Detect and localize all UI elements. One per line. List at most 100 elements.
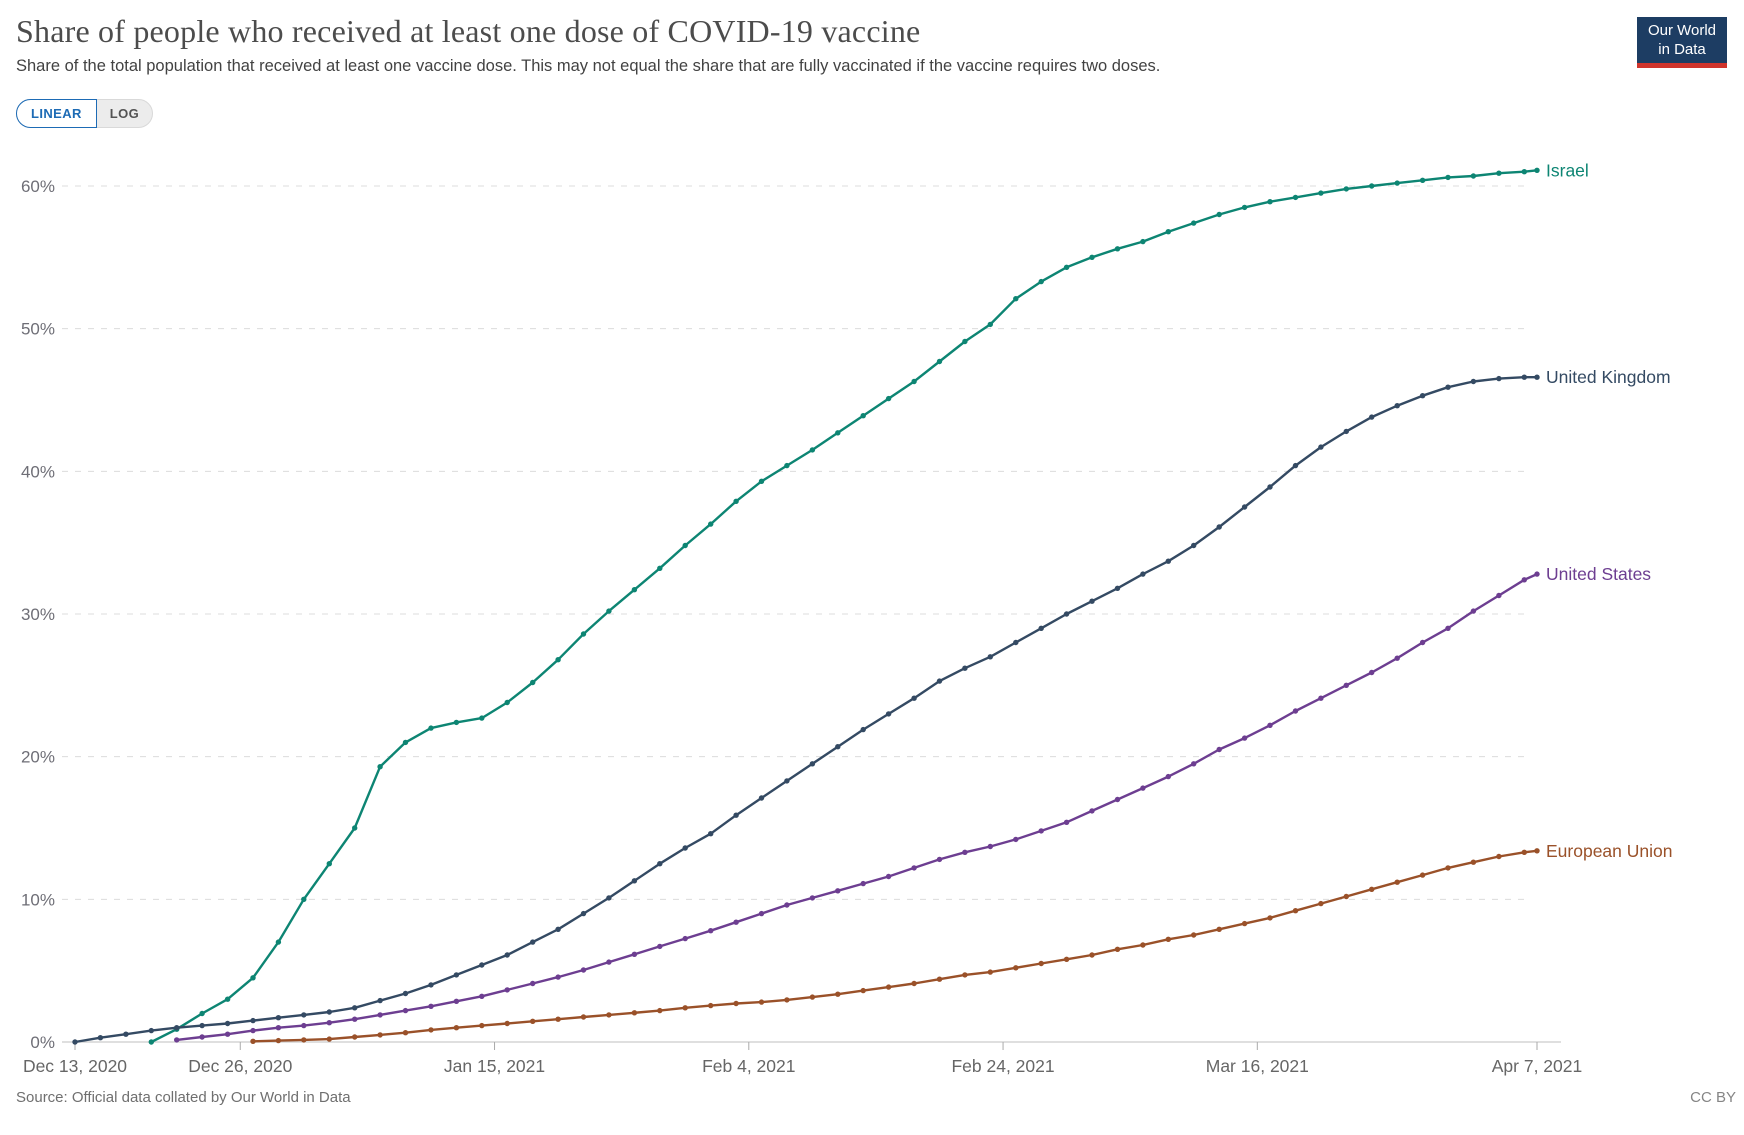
data-point-united-states[interactable] xyxy=(1038,828,1044,834)
data-point-european-union[interactable] xyxy=(987,969,993,975)
data-point-united-kingdom[interactable] xyxy=(1038,625,1044,631)
data-point-israel[interactable] xyxy=(326,861,332,867)
data-point-israel[interactable] xyxy=(1089,254,1095,260)
data-point-united-kingdom[interactable] xyxy=(1496,375,1502,382)
data-point-united-states[interactable] xyxy=(1140,785,1146,791)
data-point-united-states[interactable] xyxy=(326,1020,332,1026)
data-point-israel[interactable] xyxy=(1496,170,1502,176)
data-point-united-states[interactable] xyxy=(835,888,841,894)
data-point-european-union[interactable] xyxy=(1191,932,1197,938)
data-point-european-union[interactable] xyxy=(1063,956,1070,962)
series-label-israel[interactable]: Israel xyxy=(1546,160,1589,180)
data-point-united-states[interactable] xyxy=(1089,808,1095,814)
data-point-united-states[interactable] xyxy=(377,1012,383,1018)
data-point-united-states[interactable] xyxy=(1292,708,1299,714)
data-point-israel[interactable] xyxy=(199,1010,205,1017)
data-point-united-kingdom[interactable] xyxy=(199,1022,205,1029)
data-point-united-states[interactable] xyxy=(1216,746,1222,753)
data-point-european-union[interactable] xyxy=(936,976,943,982)
data-point-united-states[interactable] xyxy=(250,1027,256,1034)
data-point-israel[interactable] xyxy=(1369,183,1375,189)
data-point-united-kingdom[interactable] xyxy=(1369,414,1375,420)
data-point-united-states[interactable] xyxy=(1534,571,1540,577)
data-point-israel[interactable] xyxy=(1241,204,1248,211)
data-point-israel[interactable] xyxy=(1318,190,1324,196)
data-point-israel[interactable] xyxy=(1534,167,1540,173)
data-point-united-states[interactable] xyxy=(1241,735,1248,741)
data-point-european-union[interactable] xyxy=(1496,853,1502,860)
data-point-israel[interactable] xyxy=(936,358,943,365)
data-point-united-states[interactable] xyxy=(1165,773,1172,780)
data-point-european-union[interactable] xyxy=(402,1030,409,1036)
data-point-israel[interactable] xyxy=(1165,229,1172,235)
data-point-united-kingdom[interactable] xyxy=(860,726,866,733)
data-point-israel[interactable] xyxy=(453,719,460,726)
data-point-united-states[interactable] xyxy=(606,959,612,965)
data-point-united-states[interactable] xyxy=(758,910,765,917)
data-point-israel[interactable] xyxy=(301,896,307,902)
data-point-european-union[interactable] xyxy=(758,999,765,1005)
data-point-united-states[interactable] xyxy=(911,865,917,871)
data-point-israel[interactable] xyxy=(962,338,968,345)
data-point-european-union[interactable] xyxy=(962,972,968,978)
data-point-israel[interactable] xyxy=(275,939,282,945)
data-point-united-kingdom[interactable] xyxy=(1165,558,1172,564)
data-point-united-states[interactable] xyxy=(479,993,485,999)
data-point-united-kingdom[interactable] xyxy=(885,711,892,717)
data-point-united-kingdom[interactable] xyxy=(1089,598,1095,604)
data-point-united-kingdom[interactable] xyxy=(453,972,460,978)
data-point-european-union[interactable] xyxy=(809,994,816,1000)
data-point-israel[interactable] xyxy=(352,825,358,831)
data-point-united-states[interactable] xyxy=(1343,682,1350,688)
data-point-european-union[interactable] xyxy=(326,1036,332,1042)
data-point-israel[interactable] xyxy=(606,608,612,614)
data-point-united-kingdom[interactable] xyxy=(1394,403,1400,409)
data-point-united-states[interactable] xyxy=(580,967,587,973)
linear-scale-button[interactable]: LINEAR xyxy=(16,99,97,128)
data-point-united-kingdom[interactable] xyxy=(352,1005,358,1011)
data-point-israel[interactable] xyxy=(1292,194,1299,201)
data-point-united-kingdom[interactable] xyxy=(708,831,714,837)
data-point-european-union[interactable] xyxy=(784,997,790,1003)
owid-logo[interactable]: Our World in Data xyxy=(1637,17,1727,68)
data-point-european-union[interactable] xyxy=(428,1027,434,1033)
data-point-european-union[interactable] xyxy=(1089,952,1095,958)
data-point-israel[interactable] xyxy=(1013,296,1019,302)
data-point-united-states[interactable] xyxy=(1445,625,1451,631)
data-point-european-union[interactable] xyxy=(733,1000,739,1007)
data-point-israel[interactable] xyxy=(224,996,231,1002)
data-point-united-states[interactable] xyxy=(402,1007,409,1014)
data-point-united-kingdom[interactable] xyxy=(936,678,943,684)
data-point-united-states[interactable] xyxy=(1496,592,1502,599)
data-point-israel[interactable] xyxy=(402,739,409,746)
data-point-united-kingdom[interactable] xyxy=(1445,384,1451,390)
data-point-united-states[interactable] xyxy=(1394,655,1400,661)
data-point-united-states[interactable] xyxy=(1470,608,1477,614)
data-point-united-states[interactable] xyxy=(1013,836,1019,843)
data-point-israel[interactable] xyxy=(1419,177,1426,183)
data-point-european-union[interactable] xyxy=(1470,859,1477,865)
data-point-israel[interactable] xyxy=(1114,246,1121,252)
data-point-israel[interactable] xyxy=(987,321,993,328)
data-point-israel[interactable] xyxy=(428,725,434,731)
data-point-united-kingdom[interactable] xyxy=(123,1031,129,1037)
data-point-israel[interactable] xyxy=(580,631,587,637)
data-point-united-kingdom[interactable] xyxy=(1318,444,1324,450)
data-point-united-states[interactable] xyxy=(453,998,460,1004)
data-point-united-states[interactable] xyxy=(555,974,561,980)
data-point-united-kingdom[interactable] xyxy=(275,1015,282,1021)
data-point-united-states[interactable] xyxy=(682,935,688,942)
data-point-israel[interactable] xyxy=(758,478,765,484)
data-point-european-union[interactable] xyxy=(377,1032,383,1038)
series-line-european-union[interactable] xyxy=(252,849,1538,1043)
data-point-united-kingdom[interactable] xyxy=(530,939,536,945)
data-point-united-kingdom[interactable] xyxy=(555,926,561,932)
data-point-united-kingdom[interactable] xyxy=(580,910,587,917)
data-point-israel[interactable] xyxy=(733,498,739,504)
data-point-european-union[interactable] xyxy=(1445,865,1451,871)
data-point-european-union[interactable] xyxy=(1216,926,1222,932)
data-point-european-union[interactable] xyxy=(631,1010,638,1016)
data-point-european-union[interactable] xyxy=(1369,886,1375,892)
data-point-united-states[interactable] xyxy=(504,987,510,993)
data-point-israel[interactable] xyxy=(885,395,892,402)
